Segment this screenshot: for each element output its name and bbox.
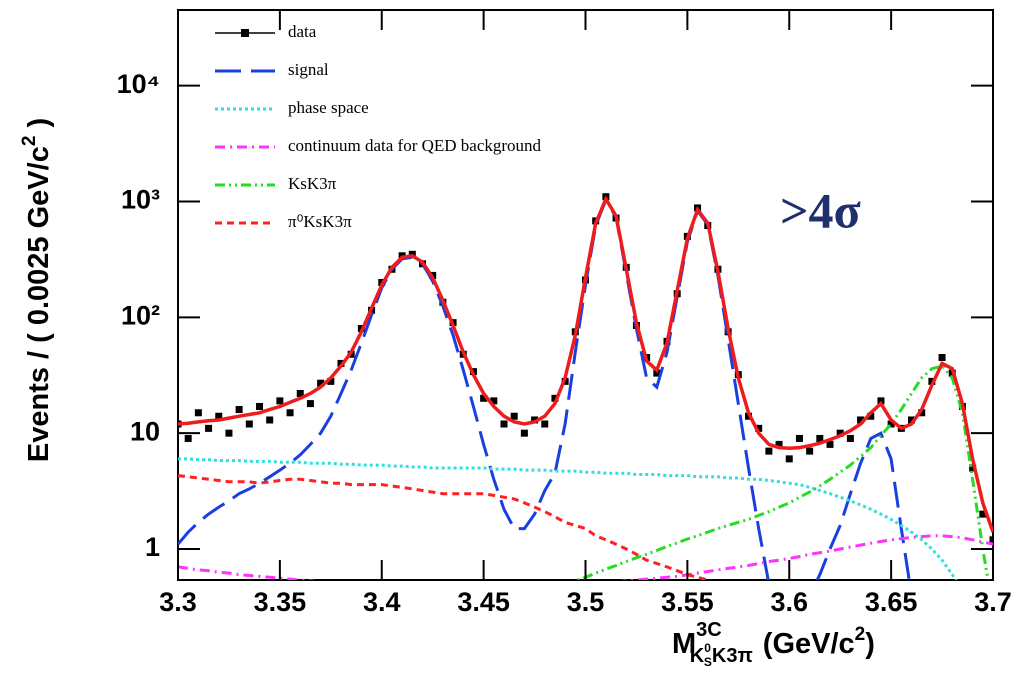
data-point (836, 429, 844, 437)
data-point (480, 394, 488, 402)
data-point (775, 440, 783, 448)
data-point (306, 400, 314, 408)
x-tick-label: 3.5 (567, 587, 605, 617)
x-label-sub-rest: K3π (712, 645, 753, 667)
data-point (245, 420, 253, 428)
x-tick-label: 3.6 (770, 587, 808, 617)
legend-label: signal (288, 60, 329, 79)
x-tick-label: 3.65 (865, 587, 918, 617)
y-label-text: Events / ( 0.0025 GeV/c (23, 146, 55, 462)
y-tick-label: 10⁴ (117, 69, 160, 99)
data-point (806, 447, 814, 455)
data-point (327, 377, 335, 385)
x-label-sub-sub: S (704, 655, 712, 669)
legend-label: π⁰KsK3π (288, 212, 352, 231)
y-tick-label: 10³ (121, 185, 160, 215)
fit-curve (178, 195, 993, 533)
plot-frame (177, 9, 994, 581)
data-point (857, 416, 865, 424)
data-point (286, 409, 294, 417)
x-label-sub-sup: 0 (704, 641, 711, 655)
data-point (194, 409, 202, 417)
legend-label: data (288, 22, 317, 41)
x-tick-label: 3.35 (254, 587, 307, 617)
data-point (867, 412, 875, 420)
x-label-symbol: M (672, 628, 696, 660)
legend-label: continuum data for QED background (288, 136, 542, 155)
y-label-sup: 2 (19, 136, 40, 147)
data-point (317, 379, 325, 387)
fit-curve (178, 196, 911, 580)
y-tick-label: 10² (121, 300, 160, 330)
fit-curve (178, 457, 958, 580)
data-point (490, 397, 498, 405)
x-axis-label: M3C K0 SK3π (GeV/c2) (672, 619, 875, 669)
data-point (256, 402, 263, 410)
x-tick-label: 3.3 (159, 587, 197, 617)
data-point (215, 412, 223, 420)
y-tick-label: 1 (145, 532, 160, 562)
data-point (846, 434, 854, 442)
x-tick-label: 3.55 (661, 587, 714, 617)
data-point (908, 416, 915, 424)
data-point (969, 464, 977, 472)
y-tick-label: 10 (130, 416, 160, 446)
x-tick-label: 3.4 (363, 587, 401, 617)
data-point (225, 429, 233, 437)
data-point (184, 434, 192, 442)
x-label-unit: (GeV/c (763, 628, 855, 660)
data-point (266, 416, 274, 424)
data-point (877, 397, 885, 405)
data-point (765, 447, 773, 455)
data-point (296, 390, 304, 398)
data-point (785, 455, 793, 463)
data-point (979, 510, 987, 518)
x-tick-label: 3.7 (974, 587, 1012, 617)
legend-label: phase space (288, 98, 369, 117)
data-point (276, 397, 284, 405)
data-point (816, 434, 824, 442)
legend: data signal phase space continuum data for … (215, 22, 542, 231)
data-point (235, 406, 243, 414)
legend-marker (241, 29, 249, 37)
data-point (887, 420, 895, 428)
data-point (205, 424, 213, 432)
x-tick-label: 3.45 (457, 587, 510, 617)
data-point (551, 394, 559, 402)
data-point (918, 409, 926, 417)
x-label-unit-sup: 2 (855, 624, 866, 645)
data-point (520, 429, 528, 437)
data-point (541, 420, 549, 428)
x-label-unit-end: ) (865, 628, 875, 660)
data-point (510, 412, 518, 420)
legend-label: KsK3π (288, 174, 337, 193)
fit-curve (178, 534, 993, 580)
annotation: >4σ (780, 182, 861, 238)
data-point (653, 369, 661, 377)
plot-area (178, 193, 993, 580)
x-label-sub: K (690, 645, 705, 667)
x-label-sup: 3C (696, 619, 722, 641)
data-point (500, 420, 508, 428)
fit-curve (178, 474, 712, 580)
data-point (938, 354, 946, 362)
y-axis-label: Events / ( 0.0025 GeV/c2 ) (19, 118, 55, 462)
axes: 3.3 3.35 3.4 3.45 3.5 3.55 3.6 3.65 3.7 1 10 10² 10³… (117, 10, 1012, 617)
data-point (755, 424, 763, 432)
data-point (989, 536, 993, 544)
data-point (795, 434, 803, 442)
data-point (826, 440, 834, 448)
y-label-end: ) (23, 118, 55, 136)
